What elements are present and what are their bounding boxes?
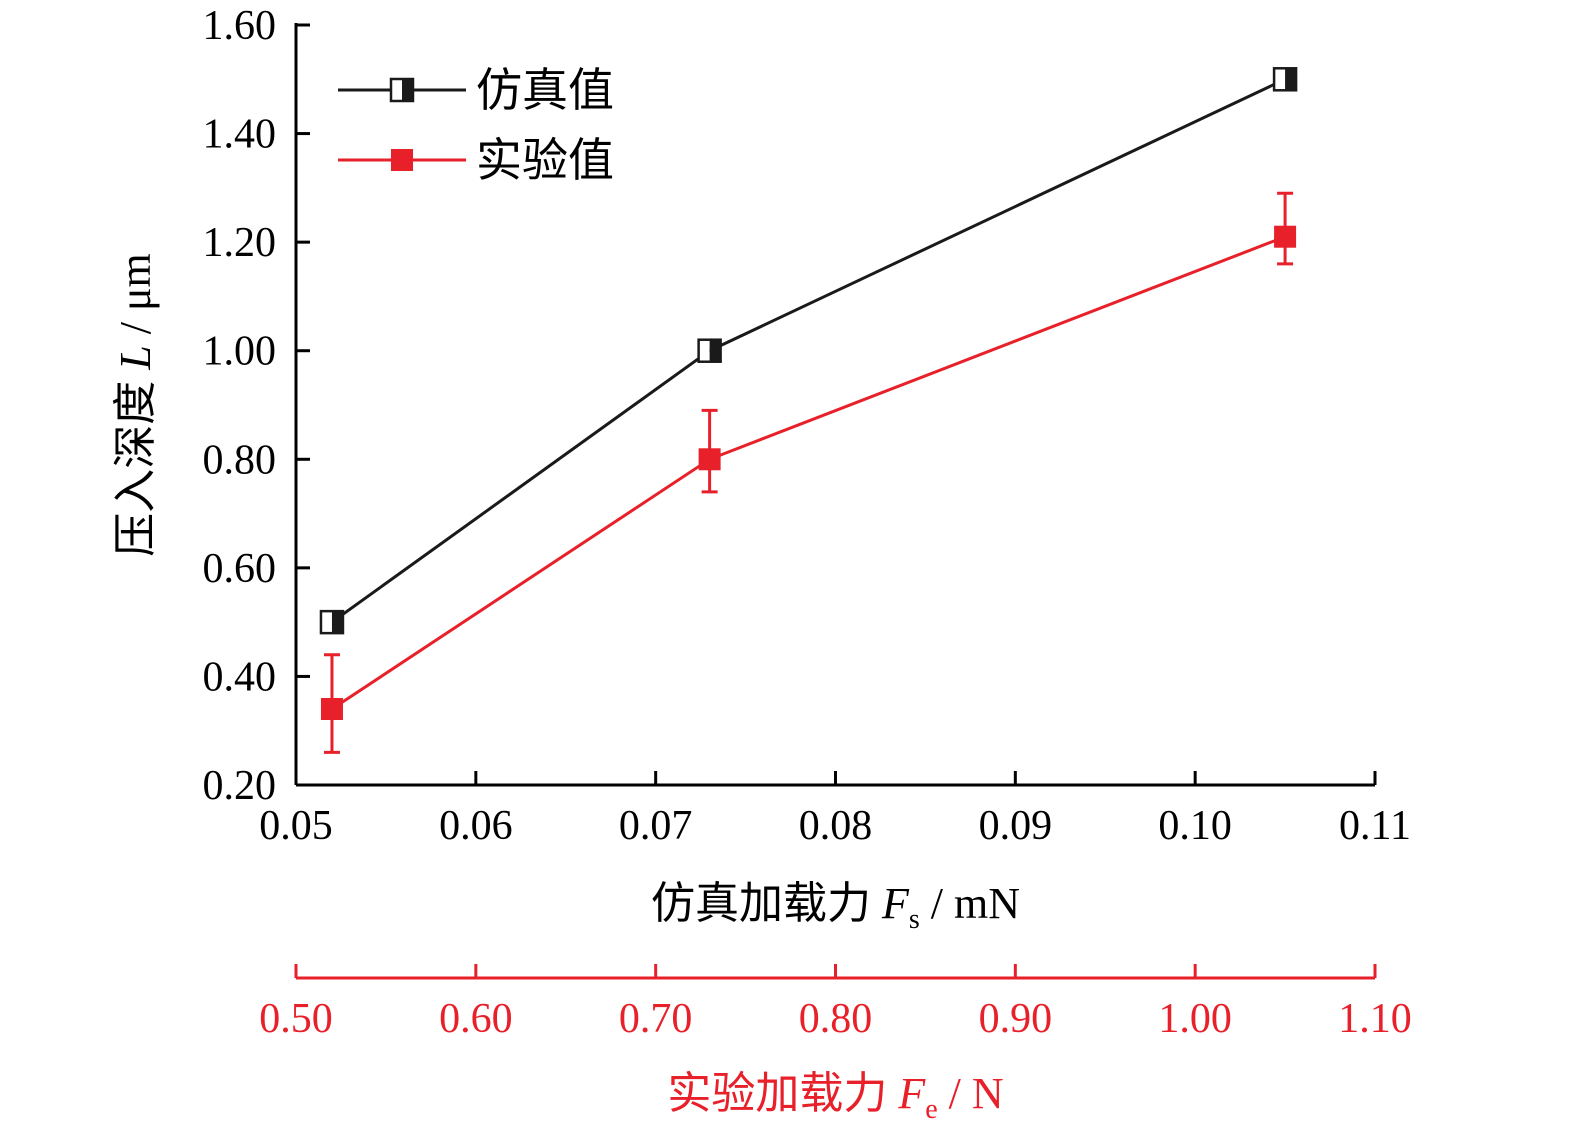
y-tick-label: 0.20 — [203, 763, 277, 809]
y-tick-label: 0.40 — [203, 654, 277, 700]
x-tick-label: 0.08 — [799, 803, 873, 849]
y-tick-label: 0.80 — [203, 437, 277, 483]
marker-right-half — [1285, 68, 1297, 91]
marker-right-half — [331, 611, 343, 634]
x-tick-label: 0.09 — [979, 803, 1053, 849]
legend-sim-label: 仿真值 — [476, 65, 614, 116]
y-tick-label: 1.60 — [203, 3, 277, 49]
x-tick-label: 0.07 — [619, 803, 693, 849]
marker-right-half — [709, 339, 721, 362]
marker-left-half — [698, 339, 710, 362]
x-tick-label: 0.05 — [259, 803, 333, 849]
sim-point — [697, 338, 722, 363]
marker-outline — [1272, 67, 1298, 92]
secondary-x-tick-label: 1.00 — [1158, 996, 1232, 1042]
x-tick-label: 0.10 — [1158, 803, 1232, 849]
marker-left-half — [1274, 68, 1286, 91]
secondary-x-tick-label: 0.80 — [799, 996, 873, 1042]
marker-left-half — [391, 79, 402, 101]
sim-point — [319, 609, 345, 635]
exp-point — [698, 448, 721, 471]
secondary-x-tick-label: 0.90 — [979, 996, 1053, 1042]
secondary-x-axis-title: 实验加载力 Fe / N — [667, 1069, 1003, 1125]
secondary-x-tick-label: 1.10 — [1338, 996, 1412, 1042]
secondary-x-tick-label: 0.50 — [259, 996, 333, 1042]
x-tick-label: 0.06 — [439, 803, 513, 849]
y-tick-label: 1.20 — [203, 220, 277, 266]
x-tick-label: 0.11 — [1339, 803, 1411, 849]
legend-exp-label: 实验值 — [476, 135, 614, 186]
x-axis-title: 仿真加载力 Fs / mN — [651, 879, 1020, 935]
y-axis-title: 压入深度 L / μm — [111, 253, 160, 557]
marker-outline — [389, 77, 415, 103]
marker-outline — [697, 338, 722, 363]
exp-point — [1274, 225, 1297, 248]
sim-series-line — [331, 77, 1286, 624]
secondary-x-tick-label: 0.60 — [439, 996, 513, 1042]
legend-exp-marker — [391, 149, 413, 171]
marker-outline — [319, 609, 345, 635]
exp-series-line — [331, 235, 1286, 711]
exp-point — [320, 698, 343, 720]
y-tick-label: 1.00 — [203, 329, 277, 375]
marker-right-half — [402, 79, 413, 101]
secondary-x-tick-label: 0.70 — [619, 996, 693, 1042]
legend-sim-marker — [389, 77, 415, 103]
sim-point — [1272, 67, 1298, 92]
marker-left-half — [320, 611, 332, 634]
y-tick-label: 1.40 — [203, 112, 277, 158]
y-tick-label: 0.60 — [203, 546, 277, 592]
